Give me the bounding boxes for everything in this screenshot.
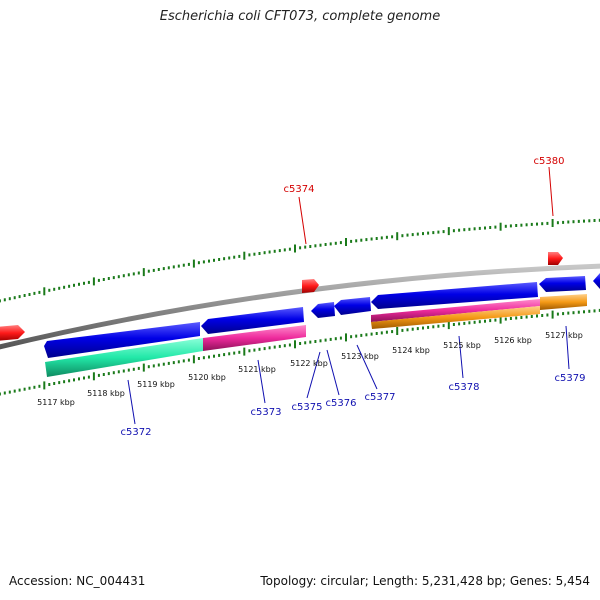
blue-gene-1 <box>44 322 200 358</box>
orange-gene-c5379 <box>540 294 587 310</box>
accession-text: Accession: NC_004431 <box>9 574 146 588</box>
gene-label-c5380: c5380 <box>534 156 565 167</box>
leader-line-c5373 <box>257 359 266 404</box>
gene-label-c5375: c5375 <box>292 402 323 413</box>
blue-gene-6 <box>539 276 586 292</box>
red-gene-marker-left <box>0 325 25 341</box>
leader-line-c5374 <box>298 196 307 245</box>
scale-label: 5121 kbp <box>238 365 276 374</box>
scale-label: 5123 kbp <box>341 352 379 361</box>
scale-label: 5120 kbp <box>188 373 226 382</box>
scale-label: 5119 kbp <box>137 380 175 389</box>
map-title: Escherichia coli CFT073, complete genome <box>159 9 441 24</box>
genome-backbone <box>0 263 600 350</box>
leader-line-c5379 <box>565 325 570 370</box>
gene-label-c5374: c5374 <box>284 184 315 195</box>
blue-gene-4 <box>334 297 371 315</box>
orange-gene-c5378 <box>371 306 540 329</box>
blue-gene-5 <box>371 282 538 309</box>
gene-label-c5377: c5377 <box>365 392 396 403</box>
leader-line-c5376 <box>326 349 340 396</box>
scale-label: 5125 kbp <box>443 341 481 350</box>
red-gene-marker-c5380 <box>548 252 563 265</box>
teal-gene-c5372 <box>45 338 203 377</box>
lower-scale-ticks <box>0 308 600 396</box>
blue-gene-2 <box>201 307 304 334</box>
magenta-gene-c5373 <box>203 325 306 351</box>
gene-label-c5372: c5372 <box>121 427 152 438</box>
leader-line-c5372 <box>127 379 136 425</box>
scale-label: 5126 kbp <box>494 336 532 345</box>
scale-label: 5127 kbp <box>545 331 583 340</box>
gene-label-c5373: c5373 <box>251 407 282 418</box>
blue-gene-7 <box>593 273 600 289</box>
leader-line-c5377 <box>356 344 378 390</box>
gene-label-c5378: c5378 <box>449 382 480 393</box>
gene-label-c5376: c5376 <box>326 398 357 409</box>
red-gene-marker-c5374 <box>302 279 319 293</box>
scale-label: 5118 kbp <box>87 389 125 398</box>
blue-gene-3 <box>311 302 335 318</box>
scale-label: 5122 kbp <box>290 359 328 368</box>
scale-label: 5124 kbp <box>392 346 430 355</box>
leader-line-c5375 <box>306 351 321 399</box>
upper-scale-ticks <box>0 218 600 303</box>
gene-label-c5379: c5379 <box>555 373 586 384</box>
magenta-gene-c5378 <box>371 299 540 322</box>
leader-line-c5380 <box>548 166 554 217</box>
scale-label: 5117 kbp <box>37 398 75 407</box>
leader-line-c5378 <box>458 335 464 379</box>
genome-info-text: Topology: circular; Length: 5,231,428 bp… <box>260 574 590 588</box>
